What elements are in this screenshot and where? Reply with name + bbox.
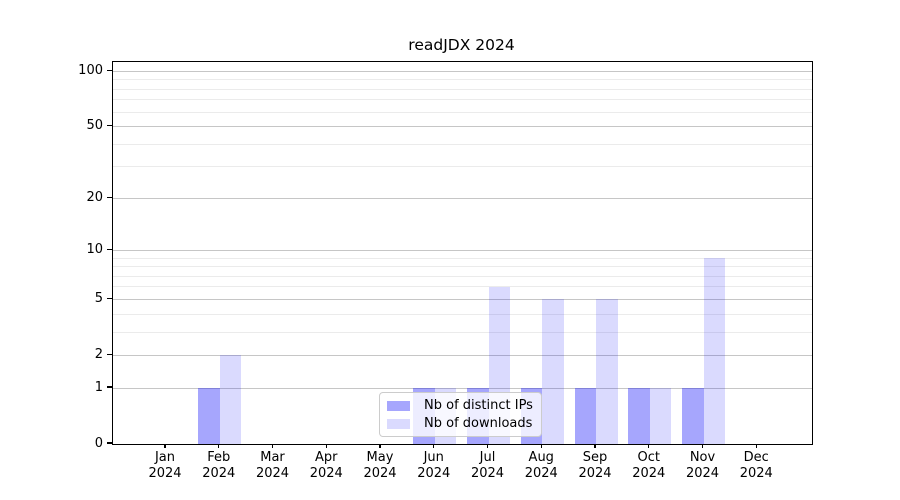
legend: Nb of distinct IPs Nb of downloads xyxy=(379,392,542,437)
y-tick-0 xyxy=(107,442,112,444)
y-tick-100 xyxy=(107,69,112,72)
chart-title: readJDX 2024 xyxy=(408,36,515,54)
y-tick-50 xyxy=(107,125,112,127)
x-tick-dec-2024 xyxy=(755,444,757,449)
x-tick-oct-2024 xyxy=(648,444,650,449)
y-tick-label-100: 100 xyxy=(78,63,103,79)
y-tick-10 xyxy=(107,248,112,251)
x-tick-feb-2024 xyxy=(218,444,220,449)
gridline-major-5 xyxy=(113,298,812,300)
bar-downloads-oct-2024 xyxy=(649,388,672,444)
gridline-minor-7 xyxy=(113,275,812,277)
y-tick-5 xyxy=(107,297,112,299)
plot-area: Nb of distinct IPs Nb of downloads xyxy=(112,61,813,445)
x-tick-label-jan-2024: Jan 2024 xyxy=(148,450,182,481)
x-tick-may-2024 xyxy=(379,444,381,449)
gridline-major-10 xyxy=(113,249,812,251)
x-tick-sep-2024 xyxy=(594,444,596,449)
x-tick-mar-2024 xyxy=(271,444,274,449)
gridline-minor-6 xyxy=(113,286,812,288)
x-tick-label-nov-2024: Nov 2024 xyxy=(685,450,720,481)
x-tick-jul-2024 xyxy=(486,444,489,449)
gridline-major-100 xyxy=(113,71,812,73)
gridline-minor-40 xyxy=(113,143,812,145)
legend-swatch-distinct-ips xyxy=(387,400,410,411)
x-tick-label-feb-2024: Feb 2024 xyxy=(202,450,236,481)
x-tick-label-sep-2024: Sep 2024 xyxy=(578,450,612,481)
x-tick-label-jul-2024: Jul 2024 xyxy=(470,450,505,481)
bar-downloads-aug-2024 xyxy=(542,299,564,444)
y-tick-label-1: 1 xyxy=(94,379,103,395)
x-tick-aug-2024 xyxy=(540,444,542,449)
bar-downloads-nov-2024 xyxy=(703,258,725,444)
bar-distinct-ips-nov-2024 xyxy=(682,388,704,444)
x-tick-apr-2024 xyxy=(325,444,327,449)
legend-item-distinct-ips: Nb of distinct IPs xyxy=(387,398,533,413)
gridline-minor-60 xyxy=(113,111,812,113)
bar-distinct-ips-sep-2024 xyxy=(574,388,596,444)
gridline-minor-4 xyxy=(113,313,812,315)
y-tick-label-10: 10 xyxy=(86,241,103,257)
gridline-minor-90 xyxy=(113,79,812,81)
gridline-minor-80 xyxy=(113,88,812,90)
x-tick-nov-2024 xyxy=(701,444,704,449)
legend-label-downloads: Nb of downloads xyxy=(424,416,533,431)
x-tick-label-dec-2024: Dec 2024 xyxy=(739,450,773,481)
legend-label-distinct-ips: Nb of distinct IPs xyxy=(424,398,533,413)
legend-swatch-downloads xyxy=(387,418,410,429)
y-tick-label-0: 0 xyxy=(94,435,103,451)
gridline-major-2 xyxy=(113,354,812,356)
bar-distinct-ips-feb-2024 xyxy=(198,388,220,444)
x-tick-label-oct-2024: Oct 2024 xyxy=(632,450,666,481)
x-tick-label-apr-2024: Apr 2024 xyxy=(309,450,343,481)
y-tick-label-5: 5 xyxy=(94,290,103,306)
y-tick-label-2: 2 xyxy=(94,346,103,362)
legend-item-downloads: Nb of downloads xyxy=(387,416,533,431)
x-tick-label-jun-2024: Jun 2024 xyxy=(417,450,451,481)
gridline-major-20 xyxy=(113,197,812,199)
gridline-minor-3 xyxy=(113,331,812,333)
x-tick-jun-2024 xyxy=(433,444,435,449)
y-tick-2 xyxy=(107,353,112,355)
gridline-minor-8 xyxy=(113,266,812,268)
gridline-minor-30 xyxy=(113,166,812,168)
bar-distinct-ips-oct-2024 xyxy=(628,388,650,444)
y-tick-1 xyxy=(107,386,112,388)
x-tick-label-mar-2024: Mar 2024 xyxy=(255,450,290,481)
gridline-minor-9 xyxy=(113,257,812,259)
y-tick-label-50: 50 xyxy=(86,118,103,134)
gridline-major-1 xyxy=(113,387,812,389)
bar-downloads-sep-2024 xyxy=(596,299,618,444)
bar-downloads-feb-2024 xyxy=(219,355,242,444)
x-tick-jan-2024 xyxy=(164,444,166,449)
x-tick-label-aug-2024: Aug 2024 xyxy=(524,450,558,481)
y-tick-label-20: 20 xyxy=(86,189,103,205)
x-tick-label-may-2024: May 2024 xyxy=(363,450,397,481)
gridline-major-50 xyxy=(113,126,812,128)
gridline-minor-70 xyxy=(113,99,812,101)
y-tick-20 xyxy=(107,196,112,198)
